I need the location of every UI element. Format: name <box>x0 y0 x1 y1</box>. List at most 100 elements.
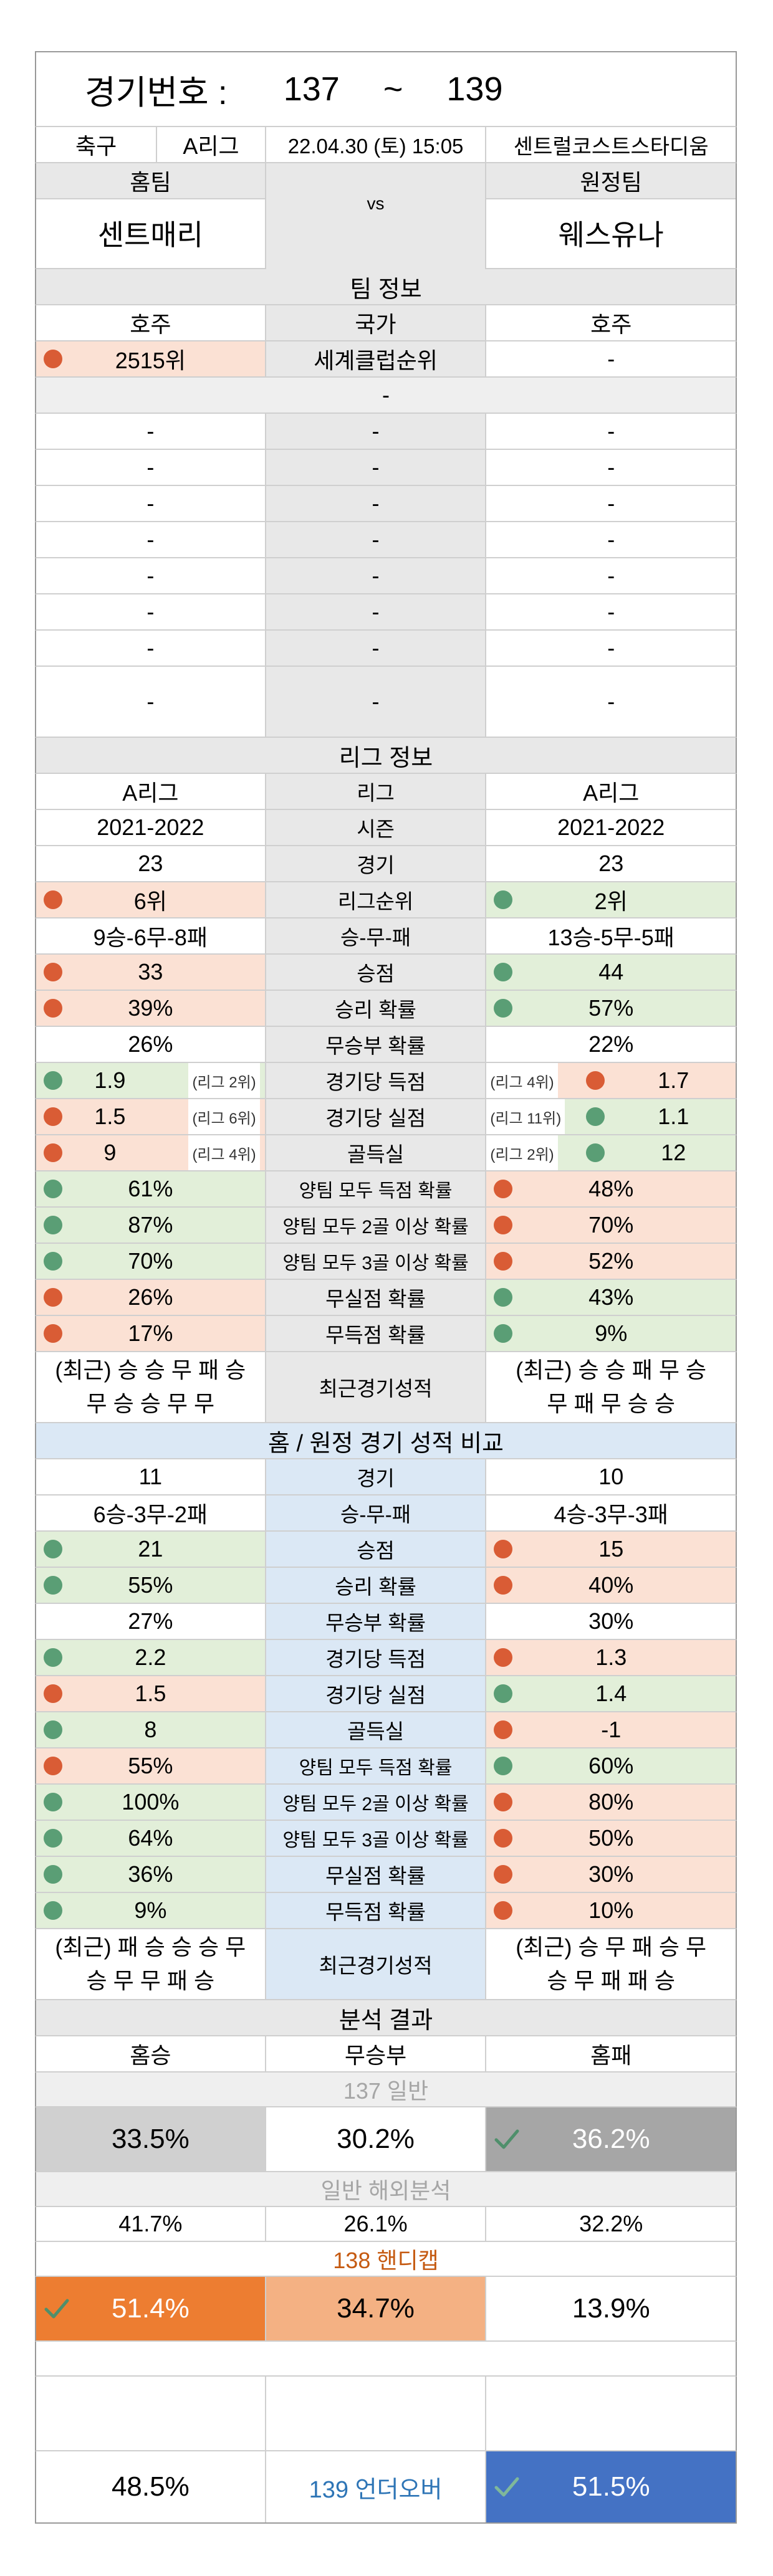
ha-label: 승-무-패 <box>266 1496 487 1530</box>
ha-compare-header: 홈 / 원정 경기 성적 비교 <box>35 1423 737 1459</box>
ha-away-cell: 40% <box>486 1568 736 1603</box>
ha-label: 승리 확률 <box>266 1568 487 1603</box>
ha-home-value: 27% <box>128 1608 173 1634</box>
league-away-value: 9% <box>595 1320 628 1346</box>
away-team-name: 웨스유나 <box>558 219 664 251</box>
league-label: 리그순위 <box>266 882 487 917</box>
ha-away-cell: 1.4 <box>486 1676 736 1711</box>
league-home-value: 87% <box>128 1212 173 1238</box>
blank-away-dash: - <box>607 689 615 714</box>
ha-home-cell: 6승-3무-2패 <box>36 1496 266 1530</box>
draw-label: 무승부 <box>266 2036 487 2071</box>
ha-home-cell: 1.5 <box>36 1676 266 1711</box>
league-row: 9 (리그 4위) 골득실 (리그 2위) 12 <box>35 1135 737 1171</box>
league-away-value: 12 <box>661 1140 686 1165</box>
league-label: 경기당 득점 <box>266 1063 487 1098</box>
analysis-header: 분석 결과 <box>35 2000 737 2036</box>
blank-team-row: --- <box>35 558 737 594</box>
analysis-labels-row: 홈승 무승부 홈패 <box>35 2036 737 2073</box>
blank-gray-row: - <box>35 378 737 414</box>
ha-away-value: -1 <box>601 1717 622 1742</box>
ha-home-cell: 9% <box>36 1893 266 1928</box>
red-dot-icon <box>44 1757 62 1775</box>
away-recent-cell: (최근) 승 승 패 무 승 무 패 무 승 승 <box>486 1352 736 1422</box>
ha-away-cell: 4승-3무-3패 <box>486 1496 736 1530</box>
league-row: A리그 리그 A리그 <box>35 774 737 810</box>
blank-away-dash: - <box>607 527 615 552</box>
league-away-value: 1.1 <box>658 1104 689 1129</box>
league-row: 39% 승리 확률 57% <box>35 991 737 1027</box>
league-home-value: 39% <box>128 995 173 1021</box>
league-info-title: 리그 정보 <box>36 738 736 773</box>
ha-away-value: 30% <box>588 1861 634 1887</box>
handicap-home-cell: 51.4% <box>36 2277 266 2340</box>
handicap-draw: 34.7% <box>266 2277 487 2340</box>
league-home-value: 61% <box>128 1176 173 1201</box>
ha-compare-rows: 11 경기 10 6승-3무-2패 승-무-패 4승-3무-3패 21 승점 15 55% 승리 확… <box>35 1459 737 1929</box>
ha-away-cell: 60% <box>486 1748 736 1783</box>
blank-label-dash: - <box>266 558 487 593</box>
red-dot-icon <box>494 1901 513 1920</box>
country-label: 국가 <box>266 305 487 340</box>
league-home-cell: 23 <box>36 846 266 881</box>
league-home-cell: 1.5 (리그 6위) <box>36 1099 266 1134</box>
league-label: 무득점 확률 <box>266 1316 487 1351</box>
green-dot-icon <box>44 1540 62 1558</box>
home-world-rank: 2515위 <box>115 348 186 373</box>
red-dot-icon <box>586 1071 605 1090</box>
blank-team-row: --- <box>35 667 737 738</box>
league-away-cell: (리그 11위) 1.1 <box>486 1099 736 1134</box>
ha-home-value: 55% <box>128 1572 173 1598</box>
league-home-value: 6위 <box>133 889 167 914</box>
league-away-value: 13승-5무-5패 <box>547 925 675 950</box>
ha-away-cell: 30% <box>486 1604 736 1639</box>
home-league-rank: (리그 4위) <box>188 1135 260 1170</box>
ha-away-recent-line2: 승 무 패 패 승 <box>547 1968 676 1993</box>
ha-home-cell: 8 <box>36 1712 266 1747</box>
league-away-cell: (리그 4위) 1.7 <box>486 1063 736 1098</box>
league-label: 양팀 모두 득점 확률 <box>266 1171 487 1206</box>
ha-home-cell: 64% <box>36 1821 266 1856</box>
red-dot-icon <box>494 1793 513 1811</box>
blank-home-dash: - <box>36 631 266 665</box>
ha-away-value: 10 <box>598 1464 624 1489</box>
green-dot-icon <box>494 1684 513 1703</box>
away-recent-line2: 무 패 무 승 승 <box>547 1391 676 1416</box>
league-row: 33 승점 44 <box>35 955 737 991</box>
ha-home-value: 36% <box>128 1861 173 1887</box>
ha-away-value: 50% <box>588 1825 634 1851</box>
general-values-row: 33.5% 30.2% 36.2% <box>35 2107 737 2172</box>
league-home-value: A리그 <box>122 780 179 806</box>
ha-away-cell: -1 <box>486 1712 736 1747</box>
handicap-away: 13.9% <box>572 2293 650 2324</box>
home-country: 호주 <box>36 305 266 340</box>
league-label: 리그 <box>266 774 487 809</box>
team-info-title: 팀 정보 <box>36 269 736 304</box>
away-league-rank: (리그 2위) <box>486 1135 558 1170</box>
general-away-cell: 36.2% <box>486 2107 736 2171</box>
ha-row: 27% 무승부 확률 30% <box>35 1604 737 1640</box>
league-home-cell: 2021-2022 <box>36 810 266 845</box>
ha-away-recent-line1: (최근) 승 무 패 승 무 <box>516 1934 707 1960</box>
league-label: 승점 <box>266 955 487 990</box>
league-label: 승-무-패 <box>266 918 487 953</box>
ha-home-recent-line2: 승 무 무 패 승 <box>86 1968 215 1993</box>
ha-away-value: 80% <box>588 1789 634 1815</box>
ha-away-value: 60% <box>588 1753 634 1778</box>
league-away-value: 48% <box>588 1176 634 1201</box>
sport: 축구 <box>36 127 158 162</box>
red-dot-icon <box>494 1865 513 1884</box>
blank-team-row: --- <box>35 631 737 667</box>
league-recent-row: (최근) 승 승 무 패 승 무 승 승 무 무 최근경기성적 (최근) 승 승… <box>35 1352 737 1423</box>
ha-away-cell: 30% <box>486 1857 736 1892</box>
league-home-cell: 17% <box>36 1316 266 1351</box>
league-away-value: 44 <box>598 959 624 985</box>
blank-away-dash: - <box>607 563 615 588</box>
league-home-value: 26% <box>128 1284 173 1310</box>
ha-home-recent-cell: (최근) 패 승 승 승 무 승 무 무 패 승 <box>36 1929 266 1999</box>
green-dot-icon <box>586 1107 605 1126</box>
ha-home-cell: 2.2 <box>36 1640 266 1675</box>
league-home-cell: 6위 <box>36 882 266 917</box>
blank-away-dash: - <box>607 635 615 661</box>
blank-away-dash: - <box>607 418 615 444</box>
